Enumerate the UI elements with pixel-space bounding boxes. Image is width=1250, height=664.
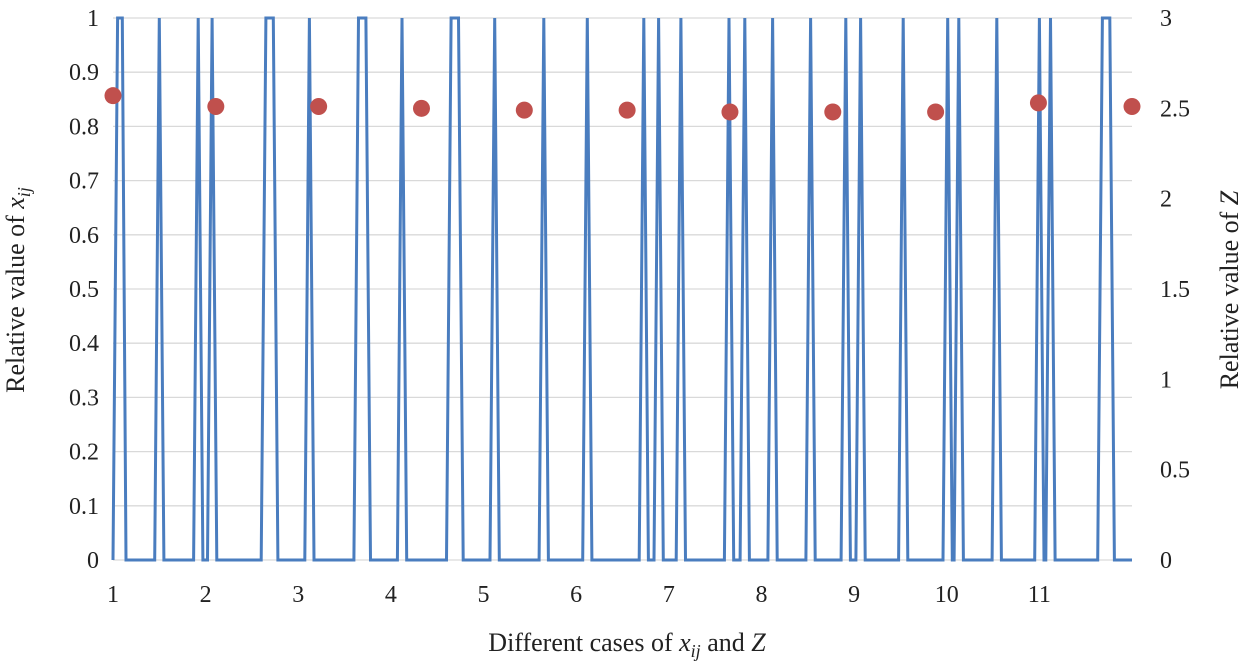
- series-point-z-10: [1123, 98, 1141, 116]
- y-left-tick-label: 1: [87, 6, 99, 32]
- x-axis-title: Different cases of xij and Z: [488, 628, 766, 661]
- y-left-tick-label: 0: [87, 548, 99, 574]
- series-point-z-6: [721, 103, 739, 121]
- y-left-tick-label: 0.8: [69, 114, 99, 140]
- series-line-xij: [111, 16, 1132, 562]
- y-right-tick-label: 2: [1160, 187, 1172, 213]
- series-point-z-2: [310, 98, 328, 116]
- series-point-z-8: [927, 103, 945, 121]
- series-point-z-9: [1029, 94, 1047, 112]
- y-left-tick-label: 0.2: [69, 440, 99, 466]
- axis-ticks: 00.10.20.30.40.50.60.70.80.9100.511.522.…: [69, 6, 1190, 608]
- series-point-z-4: [515, 101, 533, 119]
- x-tick-label: 9: [848, 582, 860, 608]
- series-point-z-7: [824, 103, 842, 121]
- x-tick-label: 6: [570, 582, 582, 608]
- y-left-tick-label: 0.6: [69, 223, 99, 249]
- x-tick-label: 1: [107, 582, 119, 608]
- y-left-tick-label: 0.4: [69, 331, 99, 357]
- series-point-z-1: [207, 98, 225, 116]
- series-point-z-5: [618, 101, 636, 119]
- y-left-tick-label: 0.7: [69, 169, 99, 195]
- y-right-tick-label: 1: [1160, 367, 1172, 393]
- y-right-tick-label: 3: [1160, 6, 1172, 32]
- y-left-axis-title: Relative value of xij: [1, 187, 34, 393]
- x-tick-label: 3: [292, 582, 304, 608]
- x-tick-label: 8: [755, 582, 767, 608]
- y-left-tick-label: 0.9: [69, 60, 99, 86]
- x-tick-label: 4: [385, 582, 397, 608]
- y-right-tick-label: 0.5: [1160, 458, 1190, 484]
- x-tick-label: 7: [663, 582, 675, 608]
- gridlines: [113, 17, 1132, 561]
- x-tick-label: 11: [1028, 582, 1051, 608]
- x-tick-label: 5: [478, 582, 490, 608]
- x-tick-label: 2: [200, 582, 212, 608]
- y-left-tick-label: 0.3: [69, 385, 99, 411]
- series-point-z-3: [412, 99, 430, 117]
- y-left-tick-label: 0.5: [69, 277, 99, 303]
- y-right-tick-label: 0: [1160, 548, 1172, 574]
- y-right-tick-label: 2.5: [1160, 96, 1190, 122]
- y-right-tick-label: 1.5: [1160, 277, 1190, 303]
- series-point-z-0: [104, 87, 122, 105]
- x-tick-label: 10: [935, 582, 959, 608]
- y-left-tick-label: 0.1: [69, 494, 99, 520]
- y-right-axis-title: Relative value of Z: [1215, 190, 1244, 389]
- plot-area: [104, 16, 1141, 562]
